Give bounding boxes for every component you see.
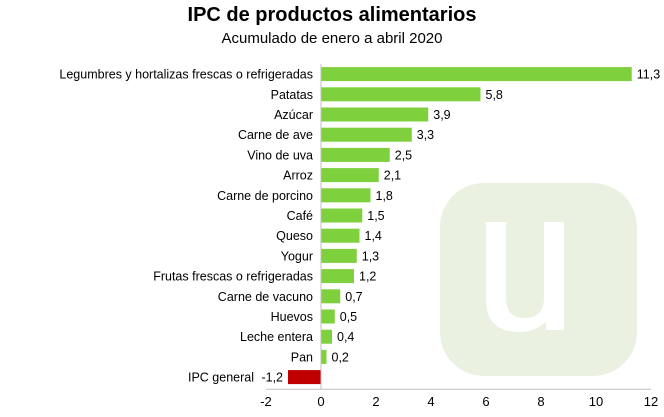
- category-label: Azúcar: [274, 108, 313, 122]
- x-tick-label: 12: [644, 394, 658, 409]
- category-label: Vino de uva: [247, 148, 313, 162]
- category-label: Legumbres y hortalizas frescas o refrige…: [59, 68, 313, 82]
- watermark-logo: [440, 183, 637, 376]
- data-label: 0,2: [332, 350, 349, 364]
- data-label: 3,9: [433, 108, 450, 122]
- category-label: Pan: [291, 350, 313, 364]
- data-label: 11,3: [637, 68, 660, 82]
- bar: [288, 370, 321, 385]
- category-label: IPC general: [188, 371, 254, 385]
- logo-background: [440, 183, 637, 376]
- logo-letter-u: [486, 222, 564, 332]
- data-label: 5,8: [486, 88, 503, 102]
- data-label: 2,1: [384, 169, 401, 183]
- bar: [321, 309, 335, 324]
- bar: [321, 349, 327, 364]
- category-label: Yogur: [281, 249, 313, 263]
- category-label: Frutas frescas o refrigeradas: [153, 270, 313, 284]
- x-tick-label: 8: [537, 394, 544, 409]
- data-label: 3,3: [417, 128, 434, 142]
- bar: [321, 188, 371, 203]
- bar: [321, 228, 360, 243]
- bar: [321, 107, 429, 122]
- data-label: 1,3: [362, 249, 379, 263]
- bar: [321, 67, 632, 82]
- data-label: 1,2: [359, 270, 376, 284]
- data-label: 1,8: [376, 189, 393, 203]
- chart-title: IPC de productos alimentarios: [187, 4, 477, 26]
- data-label: -1,2: [261, 371, 283, 385]
- category-label: Leche entera: [240, 330, 313, 344]
- chart-subtitle: Acumulado de enero a abril 2020: [221, 30, 443, 47]
- x-tick-label: -2: [260, 394, 272, 409]
- bar: [321, 248, 357, 263]
- data-label: 2,5: [395, 148, 412, 162]
- bar: [321, 208, 363, 223]
- x-tick-label: 10: [589, 394, 603, 409]
- x-tick-label: 0: [317, 394, 324, 409]
- bar: [321, 87, 481, 102]
- category-label: Café: [287, 209, 313, 223]
- bar: [321, 127, 412, 142]
- bar: [321, 269, 354, 284]
- category-label: Carne de porcino: [217, 189, 313, 203]
- bar: [321, 289, 341, 304]
- x-tick-label: 6: [482, 394, 489, 409]
- x-tick-label: 4: [427, 394, 434, 409]
- category-label: Carne de vacuno: [218, 290, 313, 304]
- bar: [321, 329, 332, 344]
- data-label: 1,4: [365, 229, 382, 243]
- bar: [321, 168, 379, 183]
- data-label: 1,5: [367, 209, 384, 223]
- category-label: Carne de ave: [238, 128, 313, 142]
- category-label: Huevos: [271, 310, 313, 324]
- data-label: 0,7: [345, 290, 362, 304]
- category-label: Arroz: [283, 169, 313, 183]
- bar: [321, 147, 390, 162]
- x-tick-label: 2: [372, 394, 379, 409]
- data-label: 0,4: [337, 330, 354, 344]
- data-label: 0,5: [340, 310, 357, 324]
- category-label: Patatas: [271, 88, 313, 102]
- category-label: Queso: [276, 229, 313, 243]
